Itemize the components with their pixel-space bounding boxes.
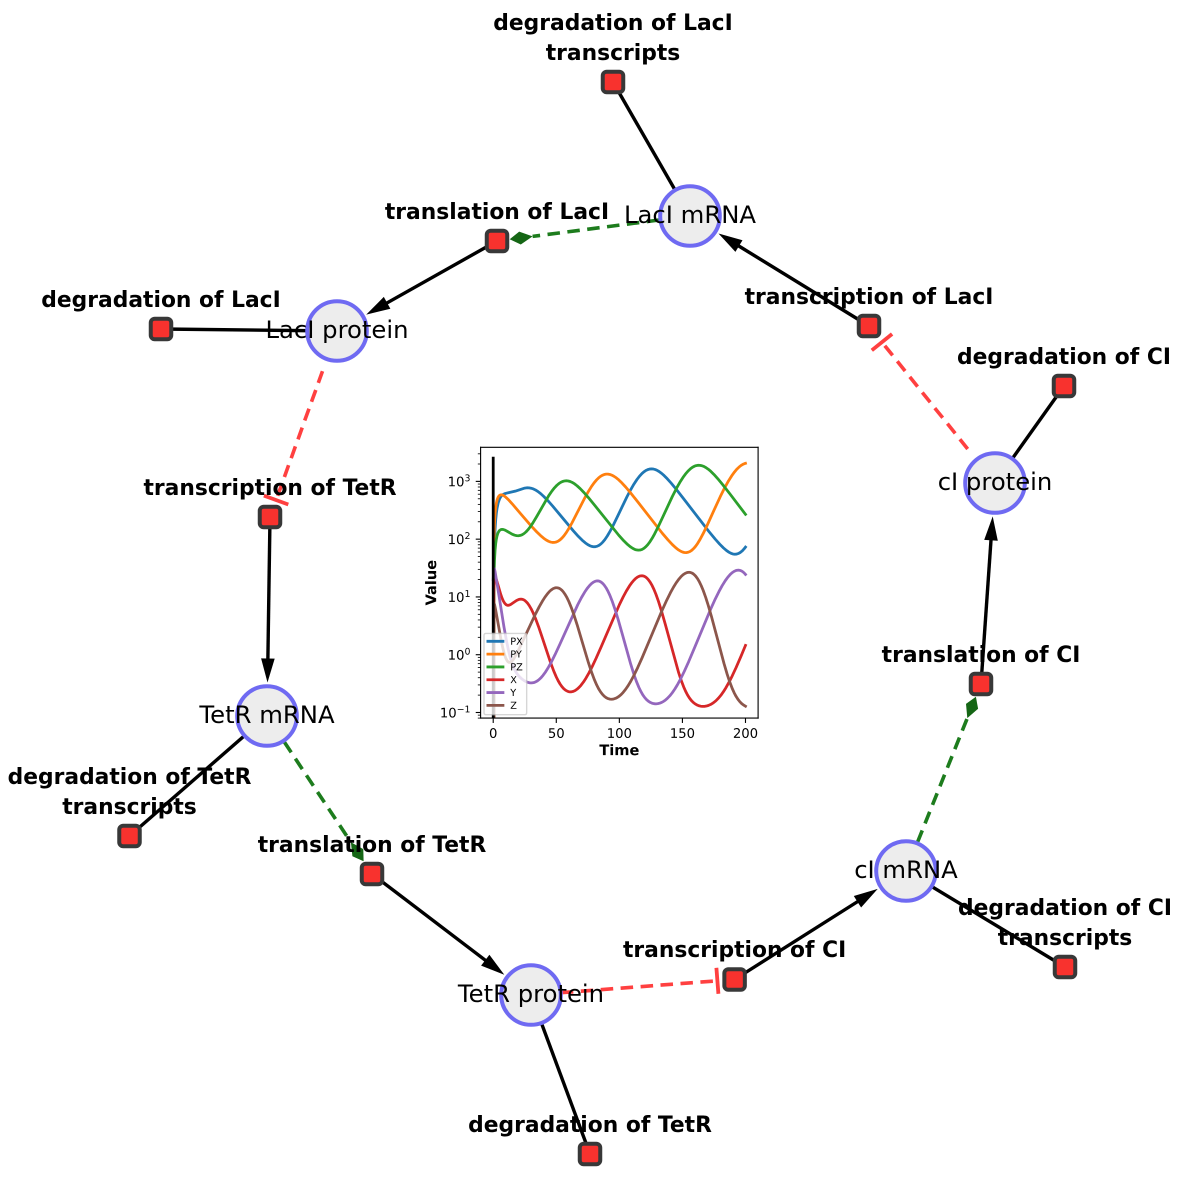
svg-text:translation of CI: translation of CI — [882, 643, 1081, 668]
svg-text:transcripts: transcripts — [546, 41, 681, 66]
svg-text:TetR mRNA: TetR mRNA — [198, 700, 335, 729]
svg-text:cI mRNA: cI mRNA — [854, 855, 958, 884]
svg-text:degradation of LacI: degradation of LacI — [41, 288, 280, 313]
svg-text:transcription of TetR: transcription of TetR — [143, 476, 396, 501]
svg-text:degradation of CI: degradation of CI — [958, 896, 1172, 921]
svg-text:cI protein: cI protein — [938, 467, 1053, 496]
svg-text:degradation of LacI: degradation of LacI — [493, 11, 732, 36]
svg-text:degradation of TetR: degradation of TetR — [468, 1113, 712, 1138]
svg-text:transcripts: transcripts — [998, 926, 1133, 951]
svg-text:degradation of CI: degradation of CI — [957, 345, 1171, 370]
svg-text:translation of LacI: translation of LacI — [385, 200, 609, 225]
svg-text:TetR protein: TetR protein — [457, 979, 604, 1008]
svg-text:degradation of TetR: degradation of TetR — [8, 765, 252, 790]
svg-text:transcripts: transcripts — [62, 795, 197, 820]
svg-text:transcription of CI: transcription of CI — [623, 938, 846, 963]
svg-text:LacI mRNA: LacI mRNA — [624, 200, 756, 229]
svg-text:transcription of LacI: transcription of LacI — [745, 285, 994, 310]
svg-text:LacI protein: LacI protein — [265, 315, 408, 344]
svg-text:translation of TetR: translation of TetR — [258, 833, 487, 858]
